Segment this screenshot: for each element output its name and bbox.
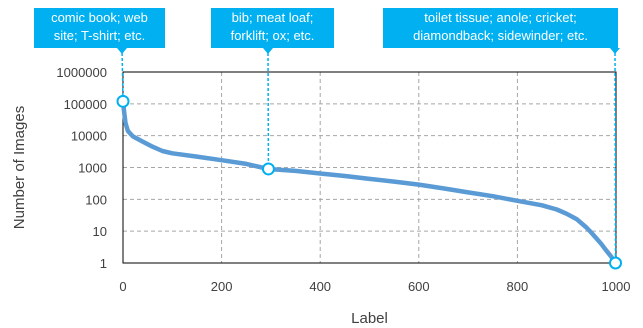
callout-label-1: bib; meat loaf; forklift; ox; etc. [211,8,334,48]
plot-area-frame [122,71,617,264]
callout-label-0: comic book; web site; T-shirt; etc. [34,8,165,48]
x-tick-label: 800 [507,279,529,294]
callout-leader-lines [117,47,620,264]
callout-1-line-1: bib; meat loaf; [231,10,314,25]
callout-marker [609,256,623,270]
x-tick-label: 1000 [602,279,631,294]
y-tick-label: 1 [100,256,107,271]
y-tick-label: 100 [85,192,107,207]
callout-0-line-2: site; T-shirt; etc. [53,28,146,43]
grid-lines [123,72,616,263]
callout-1-line-2: forklift; ox; etc. [230,28,315,43]
x-tick-label: 200 [211,279,233,294]
x-tick-label: 0 [119,279,126,294]
callout-leader [614,47,617,264]
x-tick-labels: 0 200 400 600 800 1000 [119,279,630,294]
y-axis-label: Number of Images [11,106,28,229]
y-tick-label: 100000 [64,97,107,112]
x-tick-label: 600 [408,279,430,294]
y-tick-label: 1000 [78,161,107,176]
callout-markers [116,94,623,270]
y-tick-label: 1000000 [56,65,107,80]
y-tick-label: 10 [93,224,107,239]
callout-marker [261,162,275,176]
callout-0-line-1: comic book; web [51,10,148,25]
x-axis-label: Label [351,310,388,327]
callout-2-line-2: diamondback; sidewinder; etc. [413,28,588,43]
callout-marker [116,94,130,108]
callout-label-2: toilet tissue; anole; cricket; diamondba… [383,8,618,48]
callout-leader [121,47,124,102]
y-tick-labels: 1 10 100 1000 10000 100000 1000000 [56,65,107,271]
x-tick-label: 400 [309,279,331,294]
callout-2-line-1: toilet tissue; anole; cricket; [424,10,577,25]
y-tick-label: 10000 [71,129,107,144]
series-line [120,99,618,266]
